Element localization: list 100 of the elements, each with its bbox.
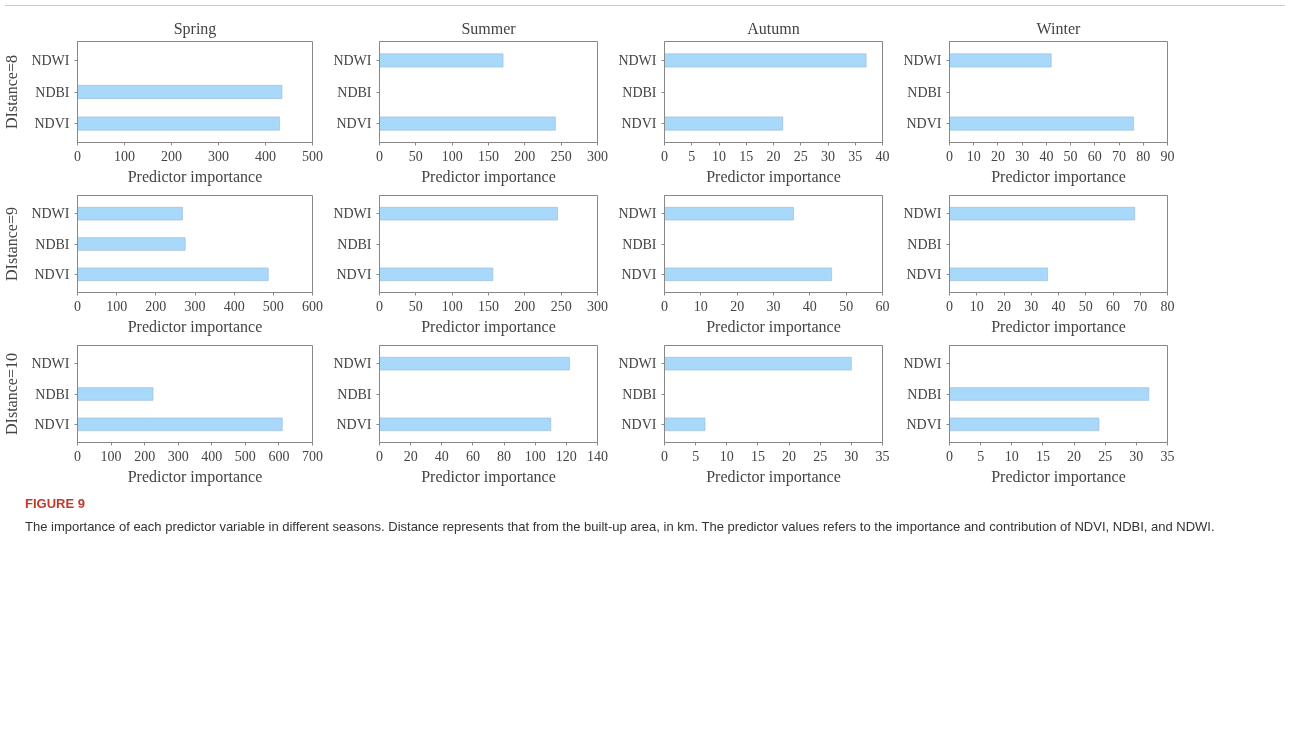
x-tick-label: 20	[782, 448, 797, 464]
x-tick-label: 500	[302, 148, 323, 164]
y-tick-label: NDBI	[907, 84, 942, 100]
x-tick-label: 10	[719, 448, 734, 464]
y-tick-label: NDVI	[34, 116, 70, 132]
x-tick-label: 70	[1112, 148, 1127, 164]
x-axis-title: Predictor importance	[421, 167, 556, 186]
x-tick-label: 0	[376, 148, 383, 164]
x-tick-label: 30	[1024, 298, 1039, 314]
x-tick-label: 0	[661, 448, 668, 464]
x-tick-label: 80	[1136, 148, 1151, 164]
x-tick-label: 5	[692, 448, 700, 464]
x-tick-label: 30	[844, 448, 859, 464]
chart-title: Summer	[461, 19, 517, 37]
x-tick-label: 700	[302, 448, 323, 464]
chart-title: Autumn	[747, 19, 800, 37]
y-tick-label: NDVI	[906, 266, 942, 282]
x-tick-label: 30	[1015, 148, 1030, 164]
x-tick-label: 300	[587, 148, 608, 164]
x-tick-label: 120	[555, 448, 577, 464]
x-tick-label: 0	[376, 298, 383, 314]
y-tick-label: NDWI	[31, 206, 70, 222]
y-axis-title: DIstance=8	[3, 55, 21, 129]
y-tick-label: NDVI	[34, 416, 70, 432]
y-tick-label: NDWI	[618, 52, 657, 68]
x-tick-label: 100	[441, 148, 463, 164]
x-axis-title: Predictor importance	[421, 467, 556, 486]
x-tick-label: 20	[990, 148, 1005, 164]
x-axis-title: Predictor importance	[127, 467, 263, 486]
bar	[77, 267, 269, 281]
x-axis-title: Predictor importance	[127, 317, 263, 336]
y-axis-title: DIstance=10	[3, 353, 21, 435]
x-tick-label: 15	[1035, 448, 1050, 464]
x-tick-label: 0	[74, 148, 81, 164]
y-tick-label: NDBI	[622, 84, 657, 100]
y-tick-label: NDBI	[35, 84, 70, 100]
x-tick-label: 600	[268, 448, 290, 464]
x-tick-label: 50	[1078, 298, 1093, 314]
x-tick-label: 300	[184, 298, 206, 314]
x-axis-title: Predictor importance	[991, 317, 1126, 336]
y-tick-label: NDVI	[621, 416, 657, 432]
x-tick-label: 200	[134, 448, 156, 464]
y-tick-label: NDBI	[35, 236, 70, 252]
x-tick-label: 200	[145, 298, 167, 314]
x-tick-label: 100	[114, 148, 135, 164]
x-tick-label: 60	[1106, 298, 1120, 314]
y-tick-label: NDVI	[336, 266, 372, 282]
x-tick-label: 40	[802, 298, 817, 314]
x-tick-label: 300	[167, 448, 189, 464]
y-tick-label: NDWI	[903, 206, 942, 222]
x-axis-title: Predictor importance	[991, 467, 1126, 486]
y-tick-label: NDBI	[622, 236, 657, 252]
x-tick-label: 10	[1004, 448, 1019, 464]
y-tick-label: NDVI	[621, 116, 657, 132]
x-tick-label: 50	[408, 148, 423, 164]
y-tick-label: NDBI	[337, 386, 372, 402]
x-tick-label: 30	[1129, 448, 1144, 464]
x-tick-label: 20	[997, 298, 1011, 314]
x-tick-label: 15	[750, 448, 765, 464]
y-tick-label: NDWI	[618, 356, 657, 372]
x-tick-label: 40	[434, 448, 449, 464]
x-tick-label: 90	[1160, 148, 1175, 164]
chart-title: Winter	[1036, 19, 1082, 37]
y-tick-label: NDWI	[903, 356, 942, 372]
y-tick-label: NDWI	[333, 206, 372, 222]
x-tick-label: 15	[739, 148, 754, 164]
y-tick-label: NDBI	[337, 84, 372, 100]
x-tick-label: 50	[1063, 148, 1078, 164]
x-tick-label: 0	[946, 298, 953, 314]
y-tick-label: NDWI	[903, 52, 942, 68]
x-tick-label: 35	[875, 448, 890, 464]
y-tick-label: NDWI	[618, 206, 657, 222]
x-tick-label: 250	[550, 148, 572, 164]
x-tick-label: 40	[1051, 298, 1066, 314]
x-tick-label: 80	[1160, 298, 1175, 314]
bar	[77, 207, 183, 221]
x-axis-title: Predictor importance	[991, 167, 1126, 186]
x-tick-label: 35	[848, 148, 863, 164]
x-tick-label: 150	[478, 148, 499, 164]
y-tick-label: NDBI	[907, 236, 942, 252]
x-tick-label: 70	[1133, 298, 1148, 314]
x-tick-label: 100	[441, 298, 463, 314]
x-tick-label: 0	[661, 298, 668, 314]
x-tick-label: 400	[223, 298, 245, 314]
x-tick-label: 10	[966, 148, 981, 164]
y-tick-label: NDBI	[622, 386, 657, 402]
x-tick-label: 0	[74, 448, 81, 464]
bar	[77, 237, 186, 251]
x-tick-label: 5	[688, 148, 696, 164]
x-tick-label: 0	[74, 298, 81, 314]
x-tick-label: 300	[587, 298, 608, 314]
x-tick-label: 25	[1098, 448, 1113, 464]
x-tick-label: 10	[969, 298, 984, 314]
y-tick-label: NDVI	[336, 416, 372, 432]
y-tick-label: NDWI	[31, 52, 70, 68]
x-tick-label: 50	[408, 298, 423, 314]
x-tick-label: 5	[977, 448, 985, 464]
x-tick-label: 30	[766, 298, 781, 314]
x-tick-label: 10	[712, 148, 726, 164]
x-tick-label: 20	[403, 448, 418, 464]
